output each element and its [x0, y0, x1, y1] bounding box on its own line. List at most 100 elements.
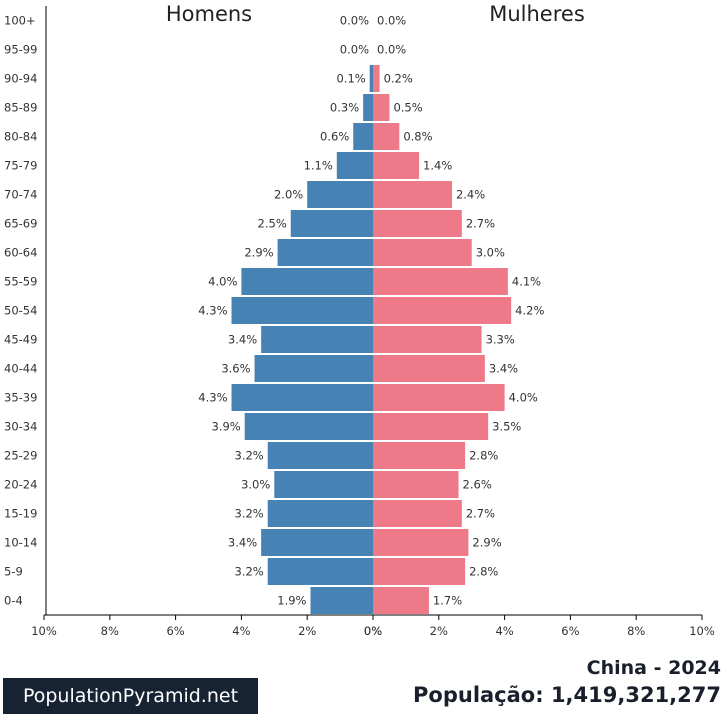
- female-pct-label-90-94: 0.2%: [384, 72, 413, 86]
- bar-female-25-29: [373, 442, 466, 469]
- female-pct-label-30-34: 3.5%: [492, 420, 521, 434]
- male-pct-label-15-19: 3.2%: [235, 507, 264, 521]
- population-pyramid-chart: Homens Mulheres 0-4 1.9% 1.7% 5-9 3.2% 2.8% 10…: [4, 2, 715, 638]
- labels-group: 0-4 1.9% 1.7% 5-9 3.2% 2.8% 10-14 3.4% 2.9% 15-19…: [4, 14, 544, 608]
- male-pct-label-55-59: 4.0%: [208, 275, 237, 289]
- age-label-80-84: 80-84: [4, 130, 37, 144]
- male-pct-label-100+: 0.0%: [340, 14, 369, 28]
- male-pct-label-70-74: 2.0%: [274, 188, 303, 202]
- bar-female-0-4: [373, 587, 429, 614]
- female-pct-label-65-69: 2.7%: [466, 217, 495, 231]
- age-label-25-29: 25-29: [4, 449, 37, 463]
- age-label-15-19: 15-19: [4, 507, 37, 521]
- age-label-75-79: 75-79: [4, 159, 37, 173]
- age-label-40-44: 40-44: [4, 362, 37, 376]
- x-tick-label-left-0: 0%: [364, 624, 382, 638]
- bar-female-40-44: [373, 355, 485, 382]
- male-pct-label-5-9: 3.2%: [235, 565, 264, 579]
- bar-male-25-29: [267, 442, 373, 469]
- male-pct-label-85-89: 0.3%: [330, 101, 359, 115]
- female-pct-label-0-4: 1.7%: [433, 594, 462, 608]
- x-tick-label-left-2: 2%: [298, 624, 316, 638]
- bar-male-85-89: [363, 94, 373, 121]
- age-label-0-4: 0-4: [4, 594, 23, 608]
- x-tick-label-left-4: 4%: [232, 624, 250, 638]
- bar-male-45-49: [261, 326, 373, 353]
- bar-female-80-84: [373, 123, 400, 150]
- bar-male-65-69: [290, 210, 373, 237]
- female-pct-label-80-84: 0.8%: [403, 130, 432, 144]
- female-pct-label-25-29: 2.8%: [469, 449, 498, 463]
- bar-female-5-9: [373, 558, 466, 585]
- male-pct-label-75-79: 1.1%: [304, 159, 333, 173]
- male-side-title: Homens: [166, 2, 252, 26]
- x-tick-label-left-8: 8%: [101, 624, 119, 638]
- female-pct-label-5-9: 2.8%: [469, 565, 498, 579]
- bar-female-10-14: [373, 529, 469, 556]
- bar-male-30-34: [244, 413, 373, 440]
- male-pct-label-25-29: 3.2%: [235, 449, 264, 463]
- age-label-50-54: 50-54: [4, 304, 37, 318]
- age-label-5-9: 5-9: [4, 565, 23, 579]
- bar-male-50-54: [231, 297, 373, 324]
- bar-male-75-79: [336, 152, 373, 179]
- bar-female-75-79: [373, 152, 420, 179]
- age-label-100+: 100+: [4, 14, 36, 28]
- female-pct-label-35-39: 4.0%: [509, 391, 538, 405]
- male-pct-label-95-99: 0.0%: [340, 43, 369, 57]
- age-label-65-69: 65-69: [4, 217, 37, 231]
- bar-female-20-24: [373, 471, 459, 498]
- x-axis: 10% 8% 6% 4% 2% 0%0% 2% 4% 6% 8% 10%: [31, 6, 715, 638]
- male-pct-label-35-39: 4.3%: [198, 391, 227, 405]
- bar-female-85-89: [373, 94, 390, 121]
- age-label-35-39: 35-39: [4, 391, 37, 405]
- x-tick-label-right-4: 4%: [495, 624, 513, 638]
- age-label-55-59: 55-59: [4, 275, 37, 289]
- female-side-title: Mulheres: [489, 2, 585, 26]
- age-label-30-34: 30-34: [4, 420, 37, 434]
- female-pct-label-100+: 0.0%: [377, 14, 406, 28]
- bar-male-5-9: [267, 558, 373, 585]
- bar-female-35-39: [373, 384, 505, 411]
- bar-female-60-64: [373, 239, 472, 266]
- x-tick-label-left-10: 10%: [31, 624, 57, 638]
- bar-female-90-94: [373, 65, 380, 92]
- male-pct-label-60-64: 2.9%: [244, 246, 273, 260]
- female-pct-label-50-54: 4.2%: [515, 304, 544, 318]
- male-pct-label-90-94: 0.1%: [336, 72, 365, 86]
- female-pct-label-45-49: 3.3%: [486, 333, 515, 347]
- bar-male-90-94: [369, 65, 373, 92]
- male-pct-label-45-49: 3.4%: [228, 333, 257, 347]
- bar-male-0-4: [310, 587, 373, 614]
- female-pct-label-40-44: 3.4%: [489, 362, 518, 376]
- bar-male-35-39: [231, 384, 373, 411]
- age-label-60-64: 60-64: [4, 246, 37, 260]
- bar-female-65-69: [373, 210, 462, 237]
- female-pct-label-85-89: 0.5%: [393, 101, 422, 115]
- female-pct-label-20-24: 2.6%: [463, 478, 492, 492]
- bar-female-50-54: [373, 297, 512, 324]
- bar-female-15-19: [373, 500, 462, 527]
- male-pct-label-80-84: 0.6%: [320, 130, 349, 144]
- bar-female-30-34: [373, 413, 489, 440]
- age-label-10-14: 10-14: [4, 536, 37, 550]
- bar-male-55-59: [241, 268, 373, 295]
- male-pct-label-20-24: 3.0%: [241, 478, 270, 492]
- bar-male-20-24: [274, 471, 373, 498]
- bar-female-70-74: [373, 181, 452, 208]
- population-total: População: 1,419,321,277: [413, 683, 721, 707]
- x-tick-label-left-6: 6%: [166, 624, 184, 638]
- female-pct-label-10-14: 2.9%: [472, 536, 501, 550]
- female-pct-label-95-99: 0.0%: [377, 43, 406, 57]
- x-tick-label-right-10: 10%: [689, 624, 715, 638]
- male-pct-label-65-69: 2.5%: [258, 217, 287, 231]
- female-pct-label-15-19: 2.7%: [466, 507, 495, 521]
- age-label-20-24: 20-24: [4, 478, 37, 492]
- male-pct-label-10-14: 3.4%: [228, 536, 257, 550]
- bar-male-80-84: [353, 123, 373, 150]
- age-label-85-89: 85-89: [4, 101, 37, 115]
- x-tick-label-right-6: 6%: [561, 624, 579, 638]
- age-label-45-49: 45-49: [4, 333, 37, 347]
- age-label-90-94: 90-94: [4, 72, 37, 86]
- site-brand-logo[interactable]: PopulationPyramid.net: [3, 678, 258, 714]
